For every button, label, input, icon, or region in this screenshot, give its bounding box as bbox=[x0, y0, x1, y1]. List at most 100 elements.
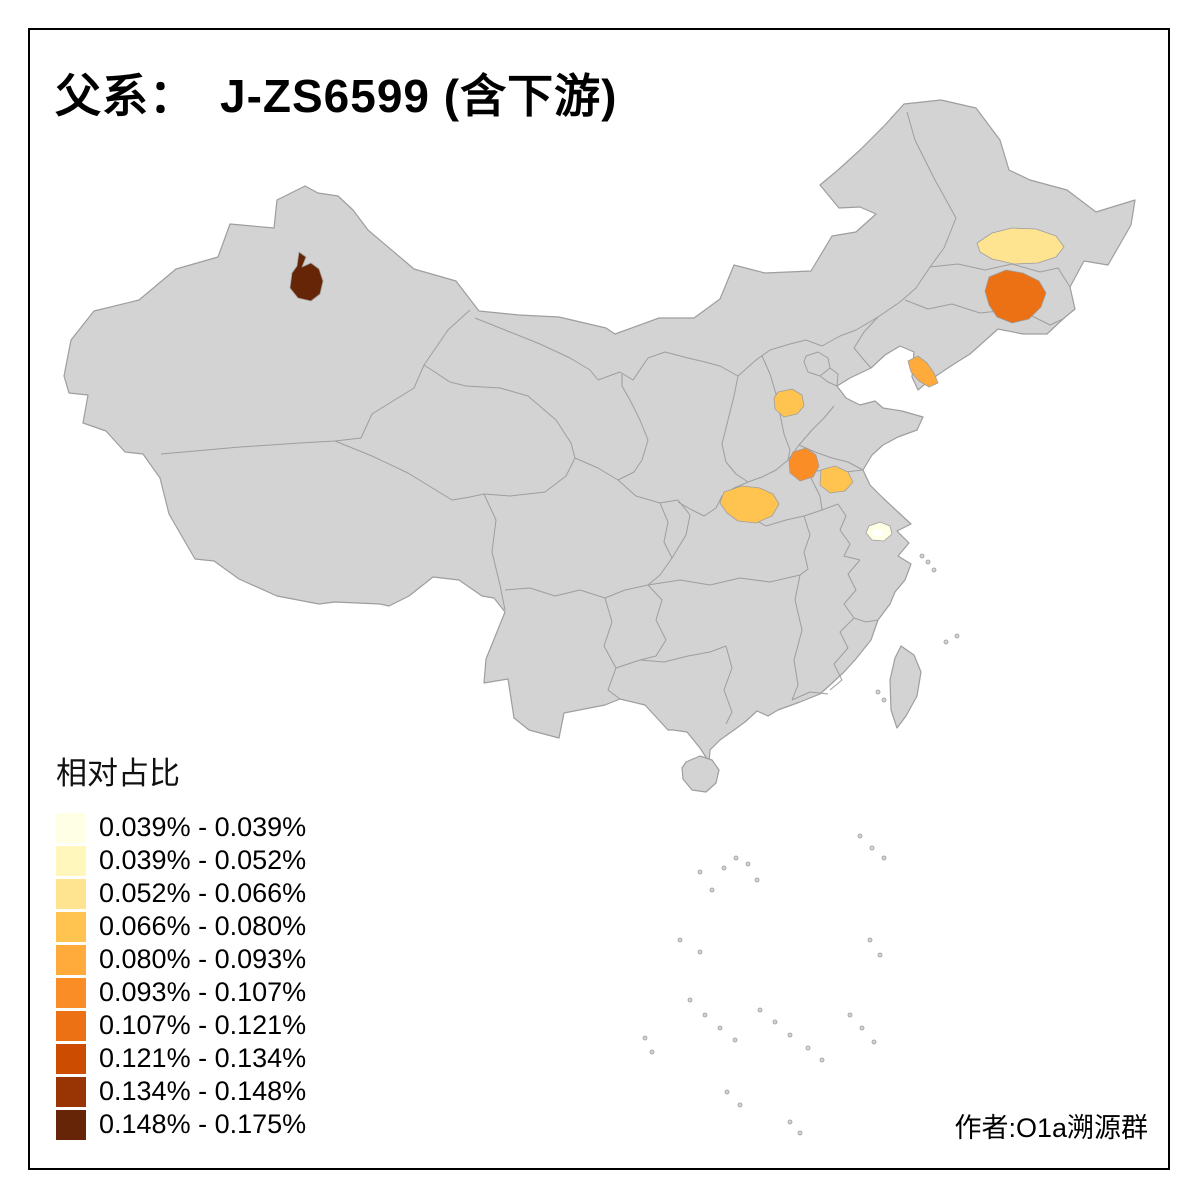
province-boundary bbox=[639, 645, 727, 663]
south-china-sea-islands bbox=[642, 553, 960, 1136]
small-island bbox=[881, 697, 887, 703]
legend-row: 0.121% - 0.134% bbox=[56, 1042, 306, 1075]
map-region-northern-henan bbox=[788, 447, 820, 482]
small-island bbox=[754, 877, 760, 883]
small-island bbox=[709, 887, 715, 893]
province-boundary bbox=[603, 597, 621, 700]
legend-row: 0.107% - 0.121% bbox=[56, 1009, 306, 1042]
small-island bbox=[724, 1089, 730, 1095]
small-island bbox=[925, 559, 931, 565]
province-boundary bbox=[671, 499, 691, 559]
small-island bbox=[745, 861, 751, 867]
province-boundary bbox=[747, 459, 789, 483]
legend-row: 0.093% - 0.107% bbox=[56, 976, 306, 1009]
page-title: 父系： J-ZS6599 (含下游) bbox=[55, 70, 618, 122]
legend-row: 0.039% - 0.039% bbox=[56, 811, 306, 844]
mainland-outline bbox=[63, 99, 1136, 763]
legend-color-swatch bbox=[56, 1076, 86, 1107]
hainan-island bbox=[681, 755, 720, 793]
legend-range-label: 0.121% - 0.134% bbox=[99, 1043, 307, 1073]
province-boundary bbox=[798, 444, 864, 471]
legend-row: 0.066% - 0.080% bbox=[56, 910, 306, 943]
small-island bbox=[877, 952, 883, 958]
map-region-liaodong-peninsula bbox=[907, 355, 939, 388]
province-boundary bbox=[829, 617, 855, 691]
map-region-southwestern-henan bbox=[719, 485, 780, 524]
small-island bbox=[805, 1045, 811, 1051]
province-boundary bbox=[819, 367, 839, 387]
small-island bbox=[687, 997, 693, 1003]
small-island bbox=[869, 845, 875, 851]
province-boundary bbox=[721, 375, 749, 483]
small-island bbox=[721, 865, 727, 871]
small-island bbox=[847, 1012, 853, 1018]
legend-rows: 0.039% - 0.039% 0.039% - 0.052% 0.052% -… bbox=[56, 811, 306, 1141]
map-region-southern-heilongjiang bbox=[984, 269, 1047, 324]
small-island bbox=[737, 1102, 743, 1108]
legend-color-swatch bbox=[56, 845, 86, 876]
province-boundary bbox=[423, 364, 576, 497]
small-island bbox=[702, 1012, 708, 1018]
legend-color-swatch bbox=[56, 911, 86, 942]
tai-lake bbox=[873, 529, 883, 537]
legend-range-label: 0.080% - 0.093% bbox=[99, 944, 307, 974]
legend-range-label: 0.134% - 0.148% bbox=[99, 1076, 307, 1106]
small-island bbox=[954, 633, 960, 639]
small-island bbox=[875, 689, 881, 695]
province-boundary bbox=[929, 263, 1071, 288]
province-boundary bbox=[474, 317, 599, 381]
province-boundary bbox=[791, 574, 803, 701]
map-region-central-heilongjiang bbox=[976, 227, 1065, 265]
small-island bbox=[857, 833, 863, 839]
province-boundary bbox=[334, 440, 506, 611]
map-region-northern-xinjiang bbox=[289, 251, 324, 302]
legend-color-swatch bbox=[56, 878, 86, 909]
map-region-central-hebei bbox=[773, 388, 805, 418]
legend-range-label: 0.066% - 0.080% bbox=[99, 911, 307, 941]
legend-color-swatch bbox=[56, 977, 86, 1008]
legend-row: 0.039% - 0.052% bbox=[56, 844, 306, 877]
highlighted-regions bbox=[289, 227, 1065, 542]
province-boundary bbox=[837, 503, 861, 561]
small-island bbox=[787, 1032, 793, 1038]
small-island bbox=[871, 1039, 877, 1045]
province-boundary bbox=[647, 502, 673, 586]
legend-range-label: 0.148% - 0.175% bbox=[99, 1109, 307, 1139]
author-credit: 作者:O1a溯源群 bbox=[954, 1113, 1148, 1143]
mainland-group bbox=[63, 99, 1136, 793]
legend-row: 0.134% - 0.148% bbox=[56, 1075, 306, 1108]
province-boundary bbox=[803, 351, 831, 377]
taiwan-island bbox=[889, 645, 922, 729]
province-boundary bbox=[617, 479, 679, 504]
small-island bbox=[649, 1049, 655, 1055]
legend-range-label: 0.052% - 0.066% bbox=[99, 878, 307, 908]
province-boundary bbox=[160, 309, 471, 455]
small-island bbox=[787, 1119, 793, 1125]
province-boundary bbox=[647, 574, 801, 586]
legend: 相对占比 0.039% - 0.039% 0.039% - 0.052% 0.0… bbox=[56, 748, 306, 1141]
legend-range-label: 0.039% - 0.039% bbox=[99, 812, 307, 842]
legend-range-label: 0.039% - 0.052% bbox=[99, 845, 307, 875]
province-boundary bbox=[798, 405, 835, 446]
province-boundary bbox=[791, 691, 829, 701]
small-island bbox=[797, 1130, 803, 1136]
small-island bbox=[931, 567, 937, 573]
province-boundary bbox=[723, 645, 733, 725]
province-boundary bbox=[504, 584, 649, 599]
province-boundary bbox=[853, 316, 879, 369]
legend-color-swatch bbox=[56, 1043, 86, 1074]
small-island bbox=[697, 949, 703, 955]
province-boundary bbox=[799, 515, 811, 576]
legend-title: 相对占比 bbox=[56, 756, 180, 791]
small-island bbox=[757, 1007, 763, 1013]
small-island bbox=[642, 1035, 648, 1041]
small-island bbox=[733, 855, 739, 861]
legend-range-label: 0.093% - 0.107% bbox=[99, 977, 307, 1007]
province-boundary bbox=[574, 374, 649, 481]
small-island bbox=[677, 937, 683, 943]
small-island bbox=[919, 553, 925, 559]
small-island bbox=[859, 1025, 865, 1031]
small-island bbox=[772, 1019, 778, 1025]
